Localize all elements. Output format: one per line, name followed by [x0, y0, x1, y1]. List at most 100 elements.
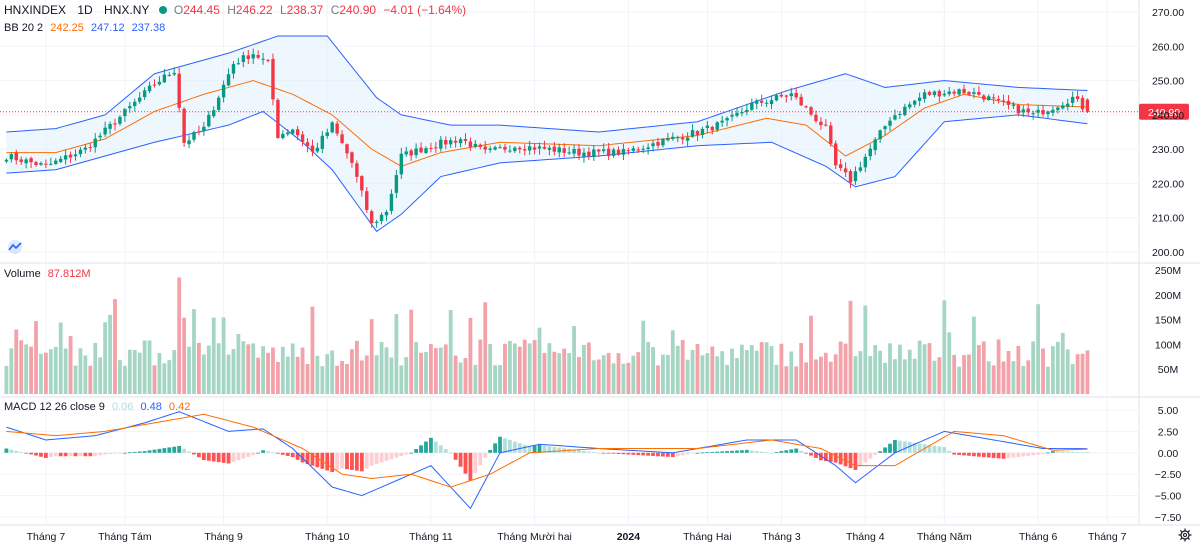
candle-body [799, 96, 803, 106]
macd-histogram-bar [947, 450, 952, 453]
volume-legend[interactable]: Volume 87.812M [4, 268, 91, 281]
candle-body [147, 85, 152, 92]
macd-histogram-bar [419, 445, 423, 453]
bb-fill [6, 36, 1088, 232]
volume-bar [14, 329, 19, 394]
candle-body [527, 146, 532, 151]
macd-histogram-bar [295, 452, 300, 460]
volume-bar [705, 353, 710, 394]
candle-body [843, 168, 848, 173]
volume-bar [399, 365, 404, 394]
volume-bar [201, 354, 206, 394]
macd-histogram-bar [873, 452, 878, 455]
macd-histogram-bar [206, 452, 211, 461]
candle-body [142, 90, 147, 98]
candle-body [829, 125, 833, 144]
candle-body [567, 152, 571, 154]
candle-body [982, 95, 986, 100]
macd-legend[interactable]: MACD 12 26 close 9 0.06 0.48 0.42 [4, 401, 190, 414]
market-status-icon [158, 6, 167, 14]
macd-histogram-bar [63, 452, 68, 457]
macd-histogram-bar [394, 452, 399, 458]
macd-histogram-bar [996, 452, 1001, 459]
macd-histogram-bar [354, 452, 359, 471]
macd-histogram-bar [547, 446, 552, 453]
volume-bar [9, 348, 14, 394]
candle-body [893, 115, 897, 120]
macd-histogram-bar [858, 452, 863, 467]
macd-histogram-bar [483, 452, 488, 458]
candle-body [429, 147, 433, 149]
candle-body [572, 149, 576, 154]
volume-bar [39, 353, 43, 394]
gear-icon[interactable] [1178, 528, 1192, 542]
macd-histogram-bar [236, 452, 241, 461]
candle-body [962, 88, 966, 94]
volume-bar [616, 353, 621, 394]
macd-histogram-bar [142, 451, 147, 453]
volume-bar [206, 345, 211, 394]
volume-bar [863, 305, 868, 394]
macd-histogram-bar [685, 452, 690, 455]
volume-bar [582, 344, 586, 394]
volume-bar [256, 357, 261, 394]
candle-body [814, 114, 818, 122]
candle-body [912, 100, 917, 105]
last-price-label: 240.90 [1148, 107, 1180, 119]
candle-body [690, 130, 695, 137]
candle-body [192, 132, 196, 140]
interval[interactable]: 1D [77, 3, 93, 17]
candle-body [1041, 110, 1045, 115]
macd-histogram-bar [39, 452, 43, 457]
macd-histogram-bar [532, 445, 537, 453]
macd-histogram-bar [799, 450, 804, 453]
candle-body [374, 221, 379, 223]
candle-body [819, 121, 823, 126]
volume-bar [1060, 332, 1065, 394]
candle-body [108, 123, 112, 129]
macd-histogram-bar [651, 452, 655, 456]
volume-bar [907, 349, 912, 394]
candle-body [221, 84, 226, 98]
macd-histogram-bar [700, 452, 705, 454]
macd-histogram-bar [350, 452, 354, 470]
candle-body [216, 97, 221, 110]
macd-histogram-bar [853, 452, 858, 470]
macd-histogram-bar [1051, 451, 1055, 453]
macd-histogram-bar [251, 452, 256, 456]
volume-bar [1021, 365, 1026, 394]
volume-bar [651, 347, 655, 394]
volume-bar [429, 344, 433, 394]
macd-histogram-bar [868, 452, 873, 459]
volume-bar [73, 365, 78, 394]
tradingview-logo-icon[interactable] [6, 240, 24, 254]
time-tick-label: Tháng 7 [27, 531, 66, 543]
volume-bar [873, 345, 878, 394]
candle-body [305, 142, 310, 147]
candle-body [1080, 97, 1085, 110]
volume-bar [735, 358, 739, 394]
volume-bar [823, 352, 828, 394]
volume-bar [261, 346, 265, 394]
volume-bar [448, 310, 453, 394]
macd-histogram-bar [182, 448, 187, 453]
macd-histogram-bar [1046, 452, 1050, 454]
candle-body [389, 193, 394, 211]
volume-bar [577, 357, 581, 394]
volume-bar [710, 346, 715, 394]
volume-bar [508, 340, 512, 394]
candle-body [73, 154, 78, 157]
macd-histogram-bar [127, 452, 132, 454]
candle-body [419, 147, 423, 153]
macd-histogram-bar [932, 445, 937, 453]
candle-body [424, 148, 428, 154]
macd-histogram-bar [404, 452, 409, 455]
volume-bar [848, 300, 853, 394]
macd-histogram-bar [601, 452, 606, 454]
bb-legend[interactable]: BB 20 2 242.25 247.12 237.38 [4, 22, 165, 35]
macd-histogram-bar [147, 450, 152, 453]
macd-histogram-bar [157, 448, 162, 453]
symbol-name[interactable]: HNXINDEX [4, 3, 67, 17]
macd-histogram-bar [429, 437, 433, 453]
